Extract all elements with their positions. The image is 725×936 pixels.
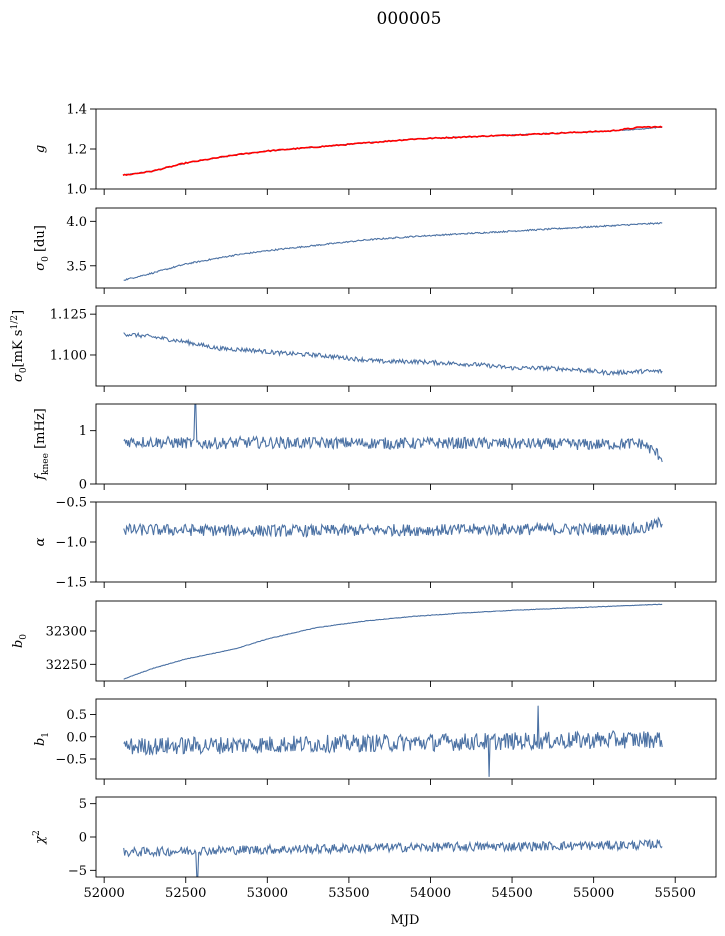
y-axis-label-fknee: fknee [mHz] <box>33 408 51 481</box>
panel-sigma0-du: 3.5 4.0 σ0 [du] <box>33 207 717 294</box>
panel-sigma0-mks: 1.100 1.125 σ0[mK s1/2] <box>10 305 717 392</box>
axes-frame <box>95 600 717 682</box>
axes-frame <box>95 403 717 485</box>
panel-b1: −0.5 0.0 0.5 b1 <box>33 698 717 785</box>
axes-frame <box>95 501 717 583</box>
y-tick-label: 5 <box>79 797 87 812</box>
axes-frame <box>95 698 717 780</box>
x-tick-label: 53500 <box>328 886 369 901</box>
axes-frame <box>95 108 717 190</box>
series-line-sigma0-du <box>123 222 663 281</box>
panels: 1.0 1.2 1.4 g 3.5 4.0 σ0 [du] 1.100 1.125 σ0[mK s… <box>10 103 717 901</box>
series-line-g-overlay <box>122 125 663 176</box>
y-tick-label: 32300 <box>46 625 87 640</box>
series-line-sigma0-mks <box>123 331 663 377</box>
x-tick-label: 52500 <box>165 886 206 901</box>
panel-g: 1.0 1.2 1.4 g <box>33 103 717 198</box>
panel-b0: 32250 32300 b0 <box>11 600 717 687</box>
y-axis-label-b0: b0 <box>11 634 29 648</box>
y-tick-label: −1.5 <box>55 576 87 591</box>
x-tick-label: 55500 <box>655 886 696 901</box>
series-line-chi2 <box>123 838 663 877</box>
axes-frame <box>95 796 717 878</box>
y-tick-label: 0 <box>79 478 87 493</box>
series-line-b0 <box>123 603 663 680</box>
panel-chi2: −5 0 5 52000 52500 53000 53500 54000 54500 55000 5… <box>32 796 717 901</box>
x-tick-label: 52000 <box>83 886 124 901</box>
y-tick-label: 0.5 <box>66 708 87 723</box>
y-axis-label-sigma0-mks: σ0[mK s1/2] <box>10 310 29 382</box>
y-axis-label-alpha: α <box>33 537 48 546</box>
y-tick-label: 4.0 <box>66 215 87 230</box>
y-tick-label: −5 <box>68 864 87 879</box>
axes-frame <box>95 207 717 289</box>
x-tick-label: 54000 <box>410 886 451 901</box>
panel-alpha: −1.5 −1.0 −0.5 α <box>33 496 717 591</box>
y-tick-label: 1.0 <box>66 183 87 198</box>
y-tick-label: 1 <box>79 424 87 439</box>
y-axis-label-b1: b1 <box>33 732 51 746</box>
y-tick-label: −0.5 <box>55 753 87 768</box>
x-tick-label: 54500 <box>491 886 532 901</box>
x-axis-label: MJD <box>391 913 420 928</box>
y-axis-label-g: g <box>33 145 48 153</box>
y-tick-label: 3.5 <box>66 259 87 274</box>
y-tick-label: 0.0 <box>66 730 87 745</box>
series-line-b1 <box>123 705 663 777</box>
x-tick-label: 55000 <box>573 886 614 901</box>
y-tick-label: 1.100 <box>50 348 87 363</box>
panel-fknee: 0 1 fknee [mHz] <box>33 403 717 493</box>
y-tick-label: 1.4 <box>66 103 87 118</box>
y-axis-label-chi2: χ2 <box>32 830 48 845</box>
series-line-alpha <box>123 516 663 538</box>
y-tick-label: 1.125 <box>50 308 87 323</box>
axes-frame <box>95 305 717 387</box>
y-axis-label-sigma0-du: σ0 [du] <box>33 225 51 271</box>
y-tick-label: 1.2 <box>66 143 87 158</box>
y-tick-label: −0.5 <box>55 496 87 511</box>
y-tick-label: −1.0 <box>55 536 87 551</box>
series-line-g <box>123 126 663 176</box>
x-tick-label: 53000 <box>247 886 288 901</box>
series-line-fknee <box>123 404 663 463</box>
figure-title: 000005 <box>377 9 442 29</box>
y-tick-label: 0 <box>79 831 87 846</box>
y-tick-label: 32250 <box>46 658 87 673</box>
